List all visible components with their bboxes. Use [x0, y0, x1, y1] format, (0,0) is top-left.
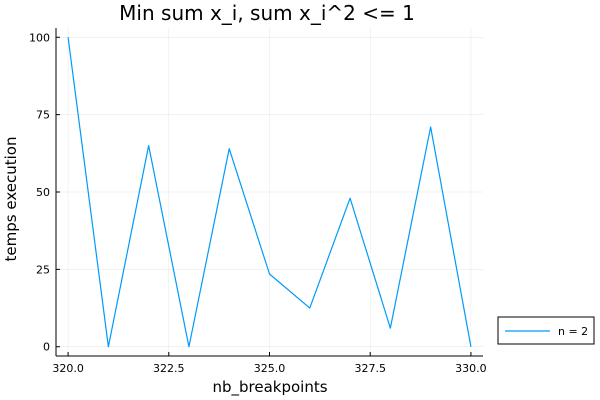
series: [67, 37, 472, 348]
y-ticks: 0 25 50 75 100: [29, 31, 60, 354]
x-ticks: 320.0 322.5 325.0 327.5 330.0: [52, 352, 487, 375]
x-tick-label: 325.0: [254, 362, 286, 375]
y-tick-label: 25: [36, 263, 50, 276]
grid: [56, 28, 483, 356]
y-axis-label: temps execution: [2, 137, 20, 262]
x-tick-label: 327.5: [354, 362, 386, 375]
y-tick-label: 50: [36, 186, 50, 199]
legend: n = 2: [497, 316, 595, 345]
x-tick-label: 320.0: [52, 362, 84, 375]
x-tick-label: 330.0: [455, 362, 487, 375]
chart-title: Min sum x_i, sum x_i^2 <= 1: [119, 1, 415, 25]
series-line: [67, 37, 472, 348]
y-tick-label: 75: [36, 109, 50, 122]
y-tick-label: 100: [29, 31, 50, 44]
y-tick-label: 0: [43, 341, 50, 354]
x-axis-label: nb_breakpoints: [212, 378, 327, 397]
legend-label: n = 2: [558, 325, 588, 338]
x-tick-label: 322.5: [153, 362, 185, 375]
